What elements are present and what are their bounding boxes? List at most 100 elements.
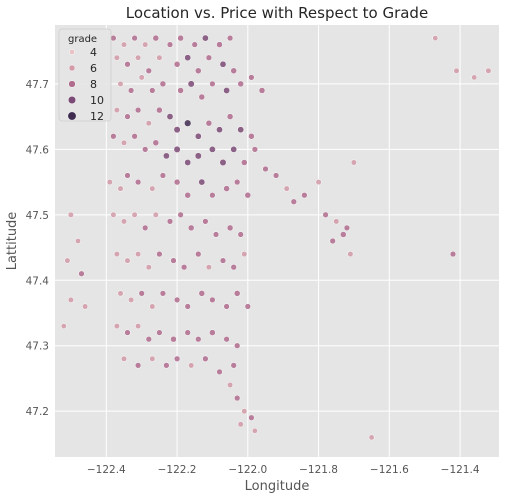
data-point (138, 74, 145, 81)
data-point (113, 54, 120, 61)
data-point (216, 368, 223, 376)
data-point (219, 159, 227, 166)
legend-label: 12 (90, 110, 104, 123)
data-point (173, 355, 181, 362)
data-point (315, 179, 322, 186)
data-point (453, 67, 460, 74)
data-point (173, 126, 181, 134)
data-point (134, 106, 142, 114)
data-point (272, 172, 280, 179)
data-point (67, 211, 74, 218)
data-point (205, 264, 212, 271)
data-point (152, 34, 160, 42)
data-point (131, 133, 138, 140)
data-point (156, 54, 163, 61)
y-tick-label: 47.7 (26, 79, 49, 91)
data-point (301, 192, 308, 199)
data-point (149, 303, 156, 310)
data-point (209, 296, 216, 304)
data-point (216, 126, 223, 134)
y-tick-label: 47.2 (26, 406, 49, 418)
data-point (173, 61, 181, 68)
data-point (237, 80, 244, 88)
y-axis-label: Lattitude (5, 212, 20, 271)
data-point (241, 159, 248, 166)
data-point (170, 335, 177, 343)
data-point (180, 264, 188, 271)
data-point (82, 303, 89, 310)
data-point (234, 342, 241, 349)
data-point (166, 113, 174, 120)
data-point (219, 257, 227, 264)
data-point (124, 257, 131, 264)
data-point (223, 87, 230, 94)
data-point (252, 427, 258, 434)
data-point (226, 224, 234, 232)
data-point (138, 290, 145, 297)
data-point (60, 323, 67, 329)
data-point (241, 408, 248, 415)
data-point (67, 296, 74, 303)
data-point (110, 211, 117, 218)
data-point (106, 179, 113, 186)
data-point (145, 67, 152, 74)
data-point (120, 41, 128, 48)
data-point (145, 264, 152, 271)
data-point (227, 381, 234, 389)
data-point (120, 355, 128, 362)
data-point (198, 290, 206, 297)
data-point (251, 146, 259, 153)
data-point (166, 41, 174, 48)
scatter-points (60, 34, 492, 441)
legend-label: 10 (90, 94, 104, 107)
data-point (131, 211, 138, 218)
data-point (149, 355, 156, 362)
data-point (120, 139, 128, 146)
data-point (368, 434, 375, 441)
x-axis-label: Longitude (245, 479, 310, 494)
legend-entries: 4 6 8 10 12 (67, 46, 104, 123)
data-point (209, 192, 216, 199)
data-point (173, 296, 181, 304)
data-point (191, 41, 198, 48)
data-point (124, 172, 131, 179)
data-point (209, 80, 216, 88)
data-point (127, 87, 135, 94)
data-point (131, 34, 138, 42)
data-point (187, 224, 195, 232)
data-point (241, 251, 248, 258)
data-point (244, 303, 251, 310)
data-point (237, 421, 244, 428)
gridlines (55, 25, 499, 457)
data-point (449, 250, 457, 258)
data-point (343, 224, 351, 232)
data-point (219, 60, 227, 68)
legend-label: 8 (90, 78, 97, 91)
data-point (188, 362, 195, 369)
data-point (184, 329, 191, 336)
data-point (177, 211, 184, 218)
data-point (202, 355, 209, 362)
data-point (117, 290, 124, 297)
data-point (223, 303, 230, 310)
data-point (163, 362, 170, 369)
data-point (120, 218, 128, 225)
y-tick-labels: 47.2 47.3 47.4 47.5 47.6 47.7 (26, 79, 50, 418)
data-point (142, 41, 149, 48)
legend-title: grade (68, 34, 97, 45)
data-point (205, 119, 213, 127)
data-point (124, 61, 131, 68)
data-point (145, 336, 152, 343)
data-point (166, 218, 174, 225)
data-point (163, 152, 170, 160)
data-point (322, 211, 329, 218)
x-tick-labels: −122.4 −122.2 −122.0 −121.8 −121.6 −121.4 (87, 464, 480, 476)
data-point (113, 251, 120, 258)
data-point (209, 329, 216, 336)
legend-marker (67, 111, 77, 121)
data-point (75, 238, 81, 244)
data-point (209, 146, 216, 153)
data-point (184, 191, 191, 199)
data-point (226, 113, 234, 120)
data-point (142, 224, 149, 232)
